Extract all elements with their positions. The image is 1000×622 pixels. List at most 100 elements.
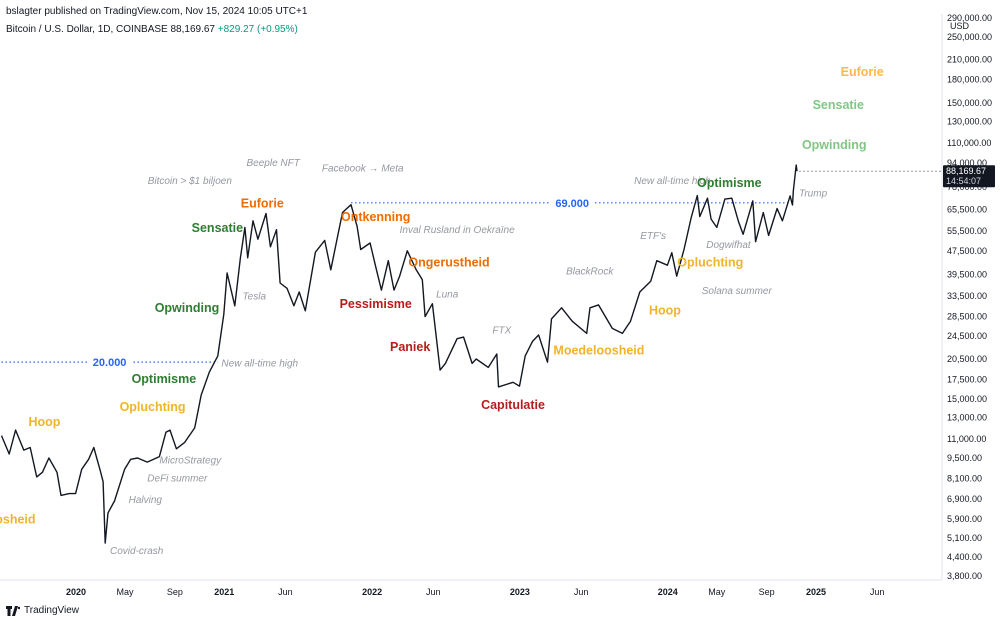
published-by-text: bslagter published on TradingView.com, N… [6,6,308,17]
phase-label: Moedeloosheid [553,344,644,358]
symbol-info: Bitcoin / U.S. Dollar, 1D, COINBASE 88,1… [6,24,298,35]
currency-label: USD [950,21,970,31]
event-annotations: Bitcoin > $1 biljoen Beeple NFT Tesla Faceb… [110,158,828,557]
time-tick-label: Jun [870,587,885,597]
level-label: 69.000 [555,198,589,210]
price-tick-label: 5,900.00 [947,514,982,524]
price-tick-label: 5,100.00 [947,533,982,543]
phase-label: Ontkenning [341,210,410,224]
phase-labels: edeloosheid Hoop Opluchting Optimisme Opwind… [0,65,884,527]
event-label: DeFi summer [147,474,208,485]
phase-label: Opluchting [677,256,743,270]
time-tick-label: Sep [759,587,775,597]
footer-brand-text: TradingView [24,605,80,616]
horizontal-levels: 20.000 69.000 [1,195,794,370]
event-label: ETF's [640,231,666,242]
last-price-value: 88,169.67 [946,166,986,176]
phase-label: Paniek [390,340,430,354]
event-label: New all-time high [221,359,298,370]
price-tick-label: 24,500.00 [947,331,987,341]
event-label: MicroStrategy [159,455,222,466]
price-tick-label: 8,100.00 [947,473,982,483]
symbol-name: Bitcoin / U.S. Dollar, 1D, COINBASE [6,24,168,35]
phase-label: edeloosheid [0,513,36,527]
price-tick-label: 6,900.00 [947,494,982,504]
event-label: Facebook → Meta [322,163,404,174]
phase-label: Opwinding [802,138,867,152]
event-label: Bitcoin > $1 biljoen [148,176,233,187]
event-label: Dogwifhat [706,240,752,251]
time-tick-label: May [117,587,135,597]
time-tick-label: 2024 [658,587,678,597]
phase-label: Euforie [841,65,884,79]
price-tick-label: 11,000.00 [947,434,986,444]
level-label-bg [87,355,132,370]
last-price-countdown: 14:54:07 [946,176,981,186]
price-tick-label: 28,500.00 [947,312,987,322]
price-tick-label: 290,000.00 [947,13,992,23]
event-label: Trump [799,188,828,199]
phase-label: Ongerustheid [408,256,489,270]
price-tick-label: 9,500.00 [947,453,982,463]
price-tick-label: 39,500.00 [947,270,987,280]
price-axis[interactable]: 290,000.00 250,000.00 210,000.00 180,000.00… [947,13,992,581]
time-axis[interactable]: 2020 May Sep 2021 Jun 2022 Jun 2023 Jun 2024 May Se… [66,587,884,597]
phase-label: Opluchting [120,400,186,414]
phase-label: Pessimisme [340,297,412,311]
price-tick-label: 55,500.00 [947,226,987,236]
phase-label: Hoop [649,303,681,317]
symbol-price: 88,169.67 [170,24,216,35]
level-label-bg [550,195,595,210]
price-tick-label: 210,000.00 [947,55,992,65]
price-tick-label: 94,000.00 [947,158,987,168]
last-price-badge-bg [943,165,995,188]
price-tick-label: 180,000.00 [947,74,992,84]
price-tick-label: 17,500.00 [947,374,987,384]
time-tick-label: 2023 [510,587,530,597]
phase-label: Opwinding [155,301,220,315]
price-tick-label: 150,000.00 [947,98,992,108]
symbol-change: +829.27 (+0.95%) [217,24,298,35]
time-tick-label: 2021 [214,587,234,597]
price-tick-label: 3,800.00 [947,571,982,581]
price-tick-label: 130,000.00 [947,116,992,126]
price-tick-label: 47,500.00 [947,246,987,256]
time-tick-label: Sep [167,587,183,597]
event-label: Tesla [242,292,266,303]
time-tick-label: 2020 [66,587,86,597]
tradingview-logo-icon [6,605,21,616]
phase-label: Euforie [241,197,284,211]
phase-label: Sensatie [813,98,864,112]
phase-label: Capitulatie [481,398,545,412]
price-tick-label: 65,500.00 [947,204,987,214]
event-label: Halving [129,495,163,506]
time-tick-label: May [708,587,726,597]
price-tick-label: 33,500.00 [947,291,987,301]
price-tick-label: 4,400.00 [947,552,982,562]
price-tick-label: 250,000.00 [947,32,992,42]
time-tick-label: 2022 [362,587,382,597]
time-tick-label: Jun [426,587,441,597]
event-label: Solana summer [702,286,773,297]
event-label: BlackRock [566,267,614,278]
price-series-line [0,164,798,544]
phase-label: Optimisme [697,176,762,190]
time-tick-label: Jun [278,587,293,597]
event-label: Inval Rusland in Oekraïne [400,225,516,236]
phase-label: Sensatie [192,221,243,235]
price-tick-label: 15,000.00 [947,394,987,404]
time-tick-label: 2025 [806,587,826,597]
time-tick-label: Jun [574,587,589,597]
price-tick-label: 20,500.00 [947,354,987,364]
last-price-badge: 88,169.67 14:54:07 [943,165,995,188]
footer-brand[interactable]: TradingView [6,605,79,616]
event-label: New all-time high [634,176,711,187]
price-tick-label: 13,000.00 [947,413,987,423]
phase-label: Hoop [28,415,60,429]
phase-label: Optimisme [132,372,197,386]
event-label: Covid-crash [110,546,164,557]
level-label: 20.000 [93,357,127,369]
price-tick-label: 110,000.00 [947,138,991,148]
event-label: Beeple NFT [247,158,301,169]
